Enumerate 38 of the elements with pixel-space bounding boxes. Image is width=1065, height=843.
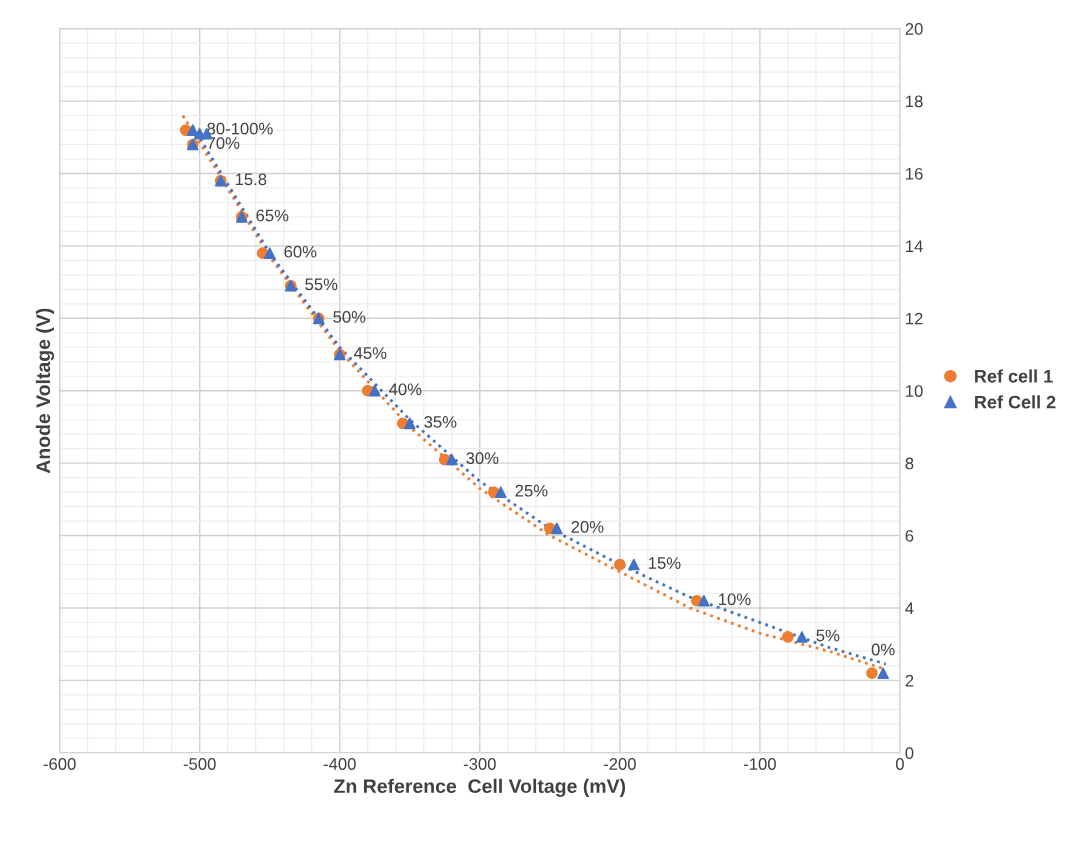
annotation: 50% bbox=[333, 310, 366, 323]
annotation: 15% bbox=[648, 557, 681, 569]
y-axis-title: Anode Voltage (V) bbox=[35, 308, 55, 474]
y-tick-label: 0 bbox=[905, 747, 914, 759]
x-tick-label: -100 bbox=[743, 758, 776, 770]
y-tick-label: 10 bbox=[906, 385, 923, 397]
y-tick-label: 18 bbox=[906, 95, 923, 108]
annotation: 65% bbox=[256, 209, 289, 222]
y-tick-label: 16 bbox=[906, 167, 923, 180]
y-tick-label: 14 bbox=[906, 240, 923, 252]
legend-label: Ref Cell 2 bbox=[975, 395, 1056, 409]
x-tick-label: -200 bbox=[603, 758, 636, 770]
annotation: 40% bbox=[389, 383, 422, 396]
annotation: 60% bbox=[284, 245, 317, 258]
y-tick-label: 6 bbox=[905, 529, 914, 542]
annotation: 30% bbox=[466, 452, 499, 464]
annotation: 35% bbox=[424, 415, 457, 428]
x-tick-label: -500 bbox=[183, 758, 216, 770]
x-tick-label: -400 bbox=[323, 758, 356, 770]
legend-label: Ref cell 1 bbox=[975, 369, 1053, 383]
x-tick-label: -300 bbox=[463, 758, 496, 770]
y-tick-label: 12 bbox=[906, 312, 923, 325]
annotation: 15.8 bbox=[235, 173, 267, 186]
annotation: 80-100% bbox=[207, 122, 273, 135]
y-tick-label: 4 bbox=[905, 602, 914, 615]
x-axis-title: Zn Reference Cell Voltage (mV) bbox=[334, 778, 626, 797]
annotation: 55% bbox=[305, 278, 338, 291]
y-tick-label: 2 bbox=[905, 674, 914, 687]
y-tick-label: 8 bbox=[905, 457, 914, 470]
annotation: 0% bbox=[871, 643, 895, 656]
annotation: 45% bbox=[354, 347, 387, 359]
x-tick-label: -600 bbox=[43, 758, 76, 770]
annotation: 10% bbox=[719, 593, 751, 606]
annotation: 5% bbox=[816, 629, 840, 642]
y-tick-label: 20 bbox=[905, 23, 923, 35]
x-tick-label: 0 bbox=[895, 758, 904, 770]
annotation: 25% bbox=[515, 484, 548, 497]
annotation: 20% bbox=[571, 520, 604, 533]
